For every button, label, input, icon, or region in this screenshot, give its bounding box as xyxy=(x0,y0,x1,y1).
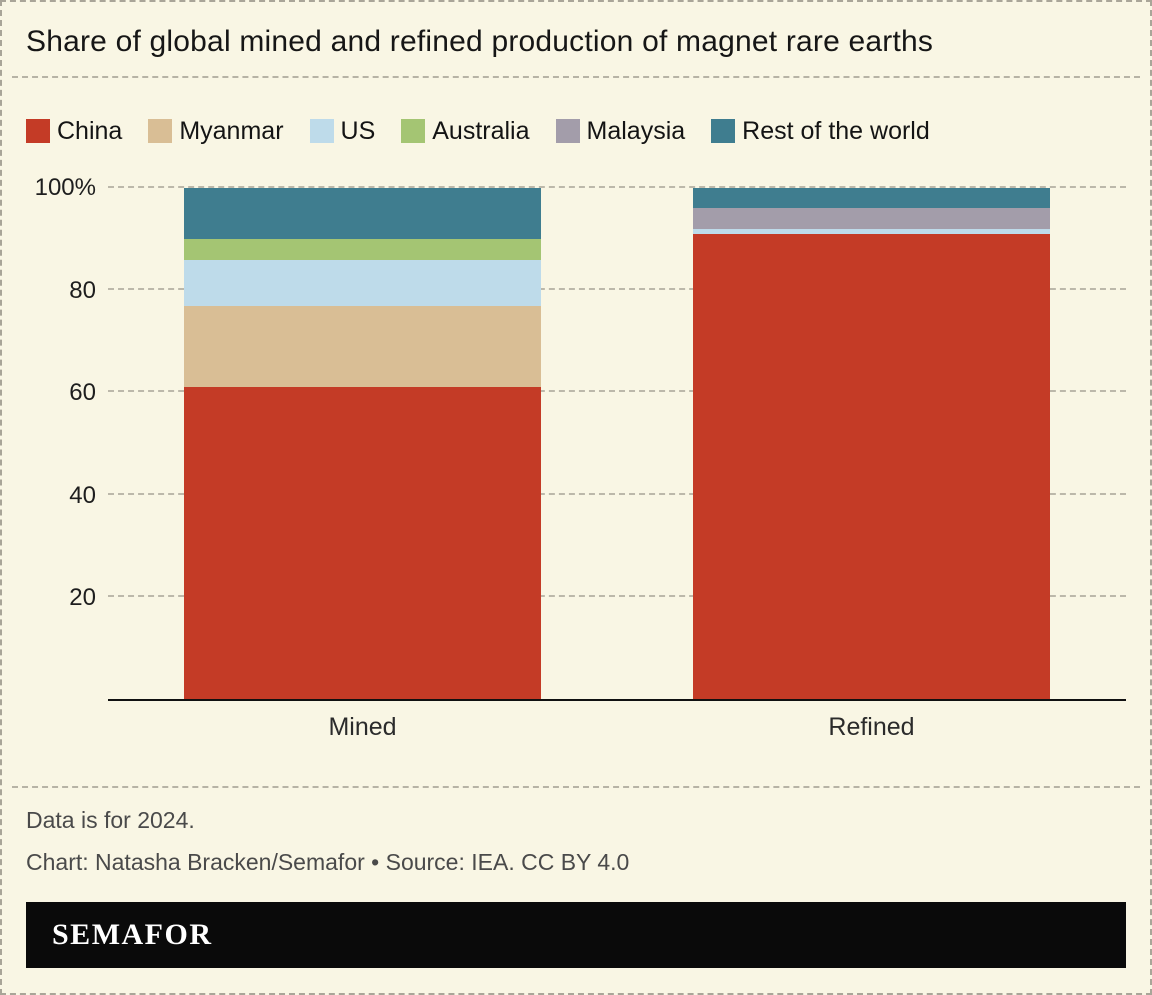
bar-mined xyxy=(184,188,541,699)
segment-refined-rest-of-the-world xyxy=(693,188,1050,209)
gridline-100 xyxy=(108,186,1126,188)
chart-title: Share of global mined and refined produc… xyxy=(26,25,934,58)
x-label-refined: Refined xyxy=(828,713,915,741)
legend-swatch-china xyxy=(26,119,50,143)
legend-item-malaysia: Malaysia xyxy=(555,116,686,146)
legend-item-rest-of-the-world: Rest of the world xyxy=(711,117,930,146)
y-tick-label-80: 80 xyxy=(69,276,96,304)
legend-swatch-australia xyxy=(401,119,426,143)
legend-label: Rest of the world xyxy=(742,116,930,145)
segment-mined-rest-of-the-world xyxy=(184,188,541,240)
y-tick-label-100: 100% xyxy=(34,174,96,201)
segment-refined-us xyxy=(693,228,1050,234)
gridline-20 xyxy=(108,594,1126,597)
segment-mined-myanmar xyxy=(184,305,541,388)
note-data-year: Data is for 2024. xyxy=(26,807,195,833)
x-labels: Mined Refined xyxy=(108,701,1126,742)
bars xyxy=(108,188,1126,699)
legend-swatch-us xyxy=(309,119,334,143)
note-credit-source: Chart: Natasha Bracken/Semafor • Source:… xyxy=(26,849,630,875)
legend-label: Malaysia xyxy=(586,116,686,145)
legend-label: Australia xyxy=(432,116,530,145)
plot-area xyxy=(108,186,1126,701)
logo-bar: SEMAFOR xyxy=(26,902,1126,968)
y-axis: 20 40 60 80 100% xyxy=(26,174,108,701)
legend-item-myanmar: Myanmar xyxy=(148,116,284,146)
y-tick-label-20: 20 xyxy=(69,584,96,612)
segment-mined-china xyxy=(184,387,541,699)
gridline-60 xyxy=(108,390,1126,393)
segment-refined-malaysia xyxy=(693,208,1050,229)
bar-refined xyxy=(693,188,1050,699)
legend-swatch-malaysia xyxy=(555,119,580,143)
legend-swatch-rest-of-the-world xyxy=(711,119,736,143)
legend-item-us: US xyxy=(309,116,376,146)
notes: Data is for 2024. Chart: Natasha Bracken… xyxy=(26,788,1126,878)
chart-area: 20 40 60 80 100% xyxy=(26,174,1126,701)
legend-label: China xyxy=(57,116,123,145)
segment-refined-china xyxy=(693,234,1050,699)
notes-separator xyxy=(12,786,1140,788)
legend-item-china: China xyxy=(26,117,122,146)
gridline-40 xyxy=(108,492,1126,495)
y-tick-label-60: 60 xyxy=(69,379,96,407)
legend-swatch-myanmar xyxy=(148,119,173,143)
x-label-mined: Mined xyxy=(328,713,397,741)
legend-item-australia: Australia xyxy=(401,116,530,146)
chart-legend: China Myanmar US Australia Malaysia Rest of t… xyxy=(26,116,1126,146)
segment-mined-us xyxy=(184,259,541,306)
y-tick-label-40: 40 xyxy=(69,481,96,509)
title-separator xyxy=(12,76,1140,78)
legend-label: US xyxy=(340,116,376,145)
gridline-80 xyxy=(108,288,1126,291)
semafor-logo: SEMAFOR xyxy=(52,918,213,951)
segment-mined-australia xyxy=(184,239,541,260)
legend-label: Myanmar xyxy=(179,116,284,145)
